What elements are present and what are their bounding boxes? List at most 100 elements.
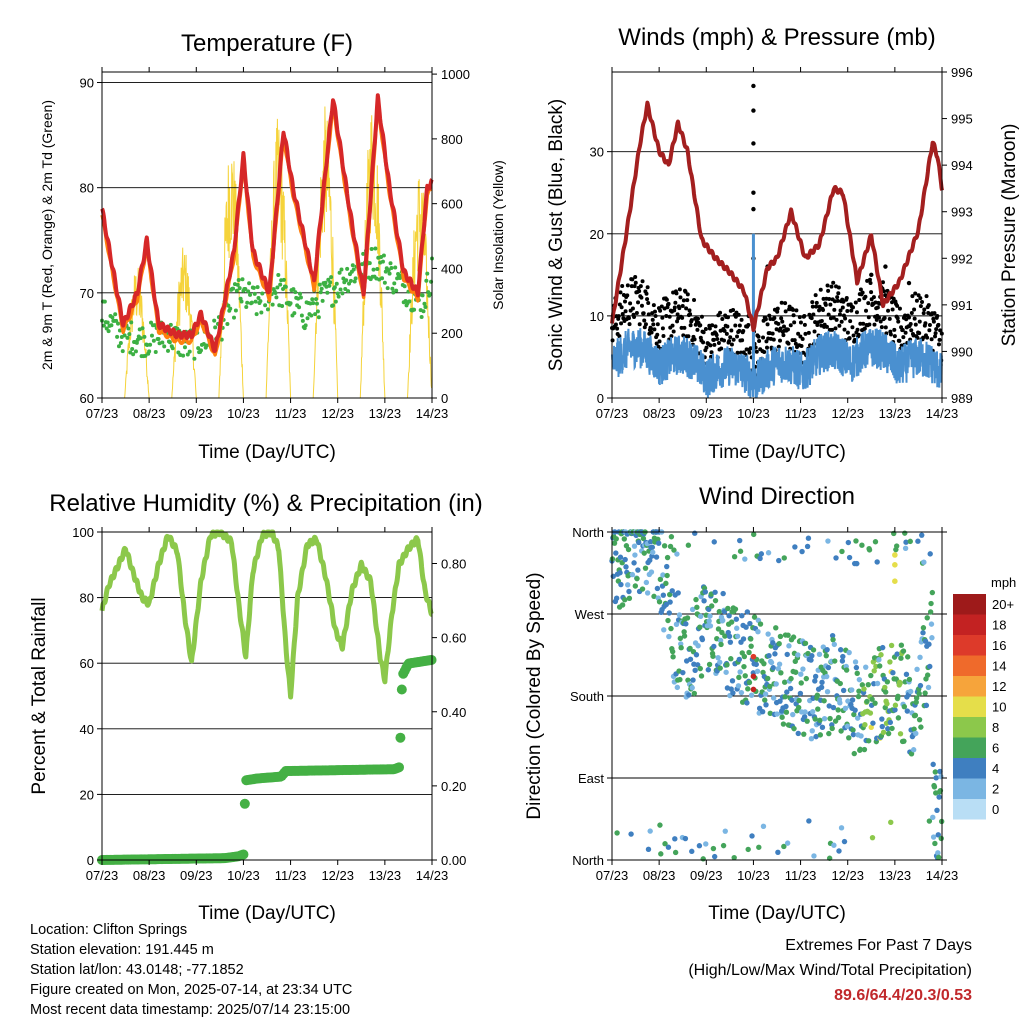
direction-point [762, 697, 768, 703]
direction-point [831, 842, 837, 848]
direction-point [872, 700, 878, 706]
direction-point [821, 698, 827, 704]
direction-point [930, 834, 937, 840]
temperature-xtick-label: 10/23 [227, 406, 260, 421]
direction-point [825, 538, 831, 544]
dewpoint-point [390, 286, 395, 291]
direction-point [706, 661, 713, 668]
direction-point [864, 698, 870, 705]
direction-point [897, 731, 904, 737]
gust-point [740, 338, 745, 343]
direction-point [770, 665, 776, 671]
dewpoint-point [298, 291, 302, 296]
direction-point [798, 671, 804, 677]
direction-point [665, 844, 672, 850]
gust-point [926, 303, 931, 308]
gust-point [931, 319, 936, 324]
gust-point [751, 190, 756, 195]
direction-point [821, 715, 828, 722]
direction-point [717, 665, 723, 671]
gust-point [688, 312, 693, 317]
direction-point [728, 656, 734, 662]
gust-point [770, 331, 775, 336]
gust-point [895, 303, 900, 308]
gust-point [649, 330, 654, 335]
gust-point [803, 331, 808, 336]
direction-point [717, 659, 723, 665]
direction-point [780, 721, 787, 727]
temperature-y2tick-label: 800 [441, 132, 463, 147]
direction-point [677, 635, 684, 642]
direction-point [919, 532, 925, 538]
legend-label: 16 [992, 638, 1006, 653]
temperature-ylabel-left: 2m & 9m T (Red, Orange) & 2m Td (Green) [39, 100, 55, 370]
gust-point [646, 301, 651, 306]
dewpoint-point [133, 349, 138, 354]
direction-point [747, 620, 753, 627]
direction-point [670, 654, 676, 660]
direction-point [907, 538, 913, 545]
direction-point [927, 663, 933, 670]
direction-point [912, 712, 919, 719]
gust-point [858, 321, 863, 326]
winds-ytick-label: 30 [590, 145, 604, 160]
direction-point [685, 677, 691, 683]
dewpoint-point [160, 340, 165, 345]
dewpoint-point [240, 277, 245, 282]
direction-point [663, 580, 669, 587]
gust-point [818, 287, 823, 292]
direction-point [716, 608, 723, 615]
direction-point [797, 690, 804, 697]
direction-point [854, 715, 861, 721]
direction-point [699, 636, 706, 643]
direction-point [720, 842, 727, 849]
dewpoint-point [243, 286, 248, 291]
gust-point [701, 330, 706, 335]
dewpoint-point [332, 285, 337, 290]
gust-point [933, 334, 938, 339]
gust-point [897, 306, 902, 311]
legend-swatch [953, 778, 986, 799]
direction-point [809, 653, 815, 659]
direction-point [795, 730, 801, 737]
gust-point [826, 312, 831, 317]
direction-point [683, 621, 689, 627]
direction-point [809, 708, 816, 715]
gust-point [659, 304, 664, 309]
dewpoint-point [212, 318, 217, 323]
gust-point [929, 337, 934, 342]
direction-point [661, 543, 668, 549]
direction-point [913, 695, 920, 701]
direction-point [734, 633, 741, 639]
direction-point [884, 701, 890, 707]
direction-point [869, 696, 875, 702]
direction-point [707, 623, 714, 629]
direction-point [635, 567, 641, 573]
gust-point [781, 324, 786, 329]
humidity-ytick-label: 80 [80, 591, 94, 606]
direction-point [760, 823, 767, 829]
gust-point [858, 287, 863, 292]
direction-xtick-label: 14/23 [926, 868, 959, 883]
direction-point [898, 655, 904, 661]
gust-point [887, 316, 892, 321]
legend-label: 20+ [992, 597, 1014, 612]
direction-point [685, 542, 692, 548]
gust-point [895, 316, 900, 321]
dewpoint-point [337, 270, 342, 275]
direction-point [812, 716, 818, 722]
direction-point [645, 846, 652, 853]
dewpoint-point [114, 318, 119, 323]
gust-point [900, 327, 905, 332]
direction-point [901, 703, 908, 710]
direction-point [789, 697, 795, 703]
dewpoint-point [106, 329, 111, 334]
direction-point [657, 576, 664, 583]
direction-point [920, 630, 926, 636]
direction-point [745, 846, 751, 853]
direction-point [675, 590, 681, 596]
dewpoint-point [265, 307, 270, 312]
dewpoint-point [167, 340, 172, 345]
gust-point [738, 350, 743, 355]
direction-point [938, 835, 944, 842]
